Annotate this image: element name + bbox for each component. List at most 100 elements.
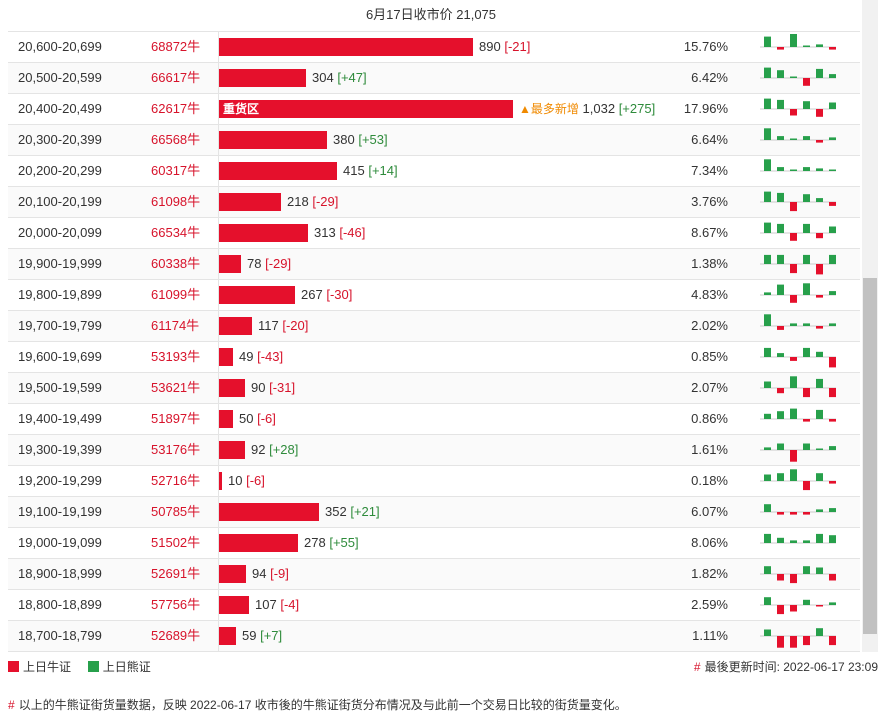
- volume-bar-cell: 90 [-31]: [219, 373, 679, 403]
- sparkline-bar: [816, 44, 823, 47]
- bull-code-link[interactable]: 51897牛: [151, 411, 201, 426]
- sparkline-bar: [777, 574, 784, 581]
- sparkline-bar: [764, 597, 771, 605]
- volume-value: 415: [343, 163, 365, 178]
- volume-change: [+47]: [337, 70, 367, 85]
- sparkline-bar: [790, 323, 797, 326]
- daily-change-sparkline: [760, 128, 836, 143]
- sparkline-bar: [790, 469, 797, 481]
- sparkline-bar: [829, 137, 836, 140]
- volume-bar: [219, 627, 236, 645]
- volume-value: 90: [251, 380, 266, 395]
- sparkline-bar: [803, 481, 810, 491]
- sparkline-bar: [764, 292, 771, 295]
- share-percent: 1.82%: [691, 566, 728, 581]
- bull-code-link[interactable]: 66568牛: [151, 132, 201, 147]
- daily-change-sparkline: [760, 533, 836, 544]
- sparkline-bar: [803, 45, 810, 47]
- volume-value: 352: [325, 504, 347, 519]
- bull-code-link[interactable]: 61098牛: [151, 194, 201, 209]
- sparkline-bar: [764, 474, 771, 481]
- volume-change: [-29]: [265, 256, 292, 271]
- volume-change: [-29]: [312, 194, 339, 209]
- volume-value: 267: [301, 287, 323, 302]
- sparkline-bar: [790, 450, 797, 462]
- sparkline-bar: [803, 566, 810, 574]
- volume-label: 304 [+47]: [312, 63, 367, 93]
- daily-change-sparkline: [760, 254, 836, 275]
- sparkline-bar: [777, 254, 784, 264]
- table-row: 18,700-18,799 52689牛 59 [+7] 1.11%: [8, 621, 860, 652]
- volume-bar: [219, 441, 245, 459]
- sparkline-bar: [790, 138, 797, 140]
- bull-code-link[interactable]: 61174牛: [151, 318, 200, 333]
- bull-code-link[interactable]: 53193牛: [151, 349, 201, 364]
- bull-code-link[interactable]: 57756牛: [151, 597, 201, 612]
- sparkline-bar: [803, 283, 810, 295]
- volume-bar-cell: 415 [+14]: [219, 156, 679, 186]
- table-row: 20,200-20,299 60317牛 415 [+14] 7.34%: [8, 156, 860, 187]
- volume-bar: [219, 410, 233, 428]
- price-range: 19,200-19,299: [18, 473, 102, 488]
- sparkline-bar: [790, 34, 797, 47]
- legend: 上日牛证 上日熊证: [8, 659, 151, 675]
- sparkline-bar: [790, 295, 797, 303]
- table-row: 19,300-19,399 53176牛 92 [+28] 1.61%: [8, 435, 860, 466]
- bull-code-link[interactable]: 52689牛: [151, 628, 201, 643]
- table-row: 20,400-20,499 62617牛 重货区 ▲最多新增 1,032 [+275]…: [8, 94, 860, 125]
- scrollbar[interactable]: [862, 0, 878, 652]
- scrollbar-thumb[interactable]: [863, 278, 877, 634]
- sparkline-bar: [829, 47, 836, 50]
- daily-change-sparkline: [760, 159, 836, 172]
- sparkline-bar: [764, 381, 771, 388]
- sparkline-bar: [829, 202, 836, 206]
- daily-change-sparkline: [760, 67, 836, 86]
- sparkline-bar: [803, 540, 810, 543]
- sparkline-bar: [764, 222, 771, 233]
- volume-bar: [219, 224, 308, 242]
- bull-code-link[interactable]: 61099牛: [151, 287, 201, 302]
- bull-code-link[interactable]: 52691牛: [151, 566, 201, 581]
- bull-code-link[interactable]: 52716牛: [151, 473, 201, 488]
- price-range: 19,700-19,799: [18, 318, 102, 333]
- volume-bar: [219, 193, 281, 211]
- table-row: 18,900-18,999 52691牛 94 [-9] 1.82%: [8, 559, 860, 590]
- bull-code-link[interactable]: 50785牛: [151, 504, 201, 519]
- sparkline-bar: [829, 254, 836, 264]
- volume-change: [-31]: [269, 380, 296, 395]
- sparkline-bar: [816, 533, 823, 543]
- daily-change-sparkline: [760, 347, 836, 368]
- volume-label: 380 [+53]: [333, 125, 388, 155]
- bull-code-link[interactable]: 53621牛: [151, 380, 201, 395]
- price-range: 19,100-19,199: [18, 504, 102, 519]
- volume-change: [-46]: [339, 225, 366, 240]
- sparkline-bar: [829, 446, 836, 450]
- sparkline-bar: [777, 388, 784, 394]
- share-percent: 6.42%: [691, 70, 728, 85]
- table-row: 20,600-20,699 68872牛 890 [-21] 15.76%: [8, 32, 860, 63]
- share-percent: 2.02%: [691, 318, 728, 333]
- sparkline-bar: [803, 254, 810, 264]
- bull-code-link[interactable]: 60338牛: [151, 256, 201, 271]
- bull-code-link[interactable]: 68872牛: [151, 39, 201, 54]
- daily-change-sparkline: [760, 314, 836, 330]
- volume-change: [-21]: [504, 39, 531, 54]
- bull-code-link[interactable]: 51502牛: [151, 535, 201, 550]
- volume-bar-cell: 304 [+47]: [219, 63, 679, 93]
- sparkline-bar: [777, 411, 784, 419]
- table-row: 19,800-19,899 61099牛 267 [-30] 4.83%: [8, 280, 860, 311]
- bull-code-link[interactable]: 66534牛: [151, 225, 201, 240]
- bull-code-link[interactable]: 60317牛: [151, 163, 201, 178]
- legend-bull-label: 上日牛证: [23, 660, 72, 674]
- sparkline-bar: [829, 291, 836, 295]
- bull-code-link[interactable]: 53176牛: [151, 442, 201, 457]
- volume-change: [+53]: [358, 132, 388, 147]
- volume-label: 415 [+14]: [343, 156, 398, 186]
- sparkline-bar: [790, 76, 797, 78]
- sparkline-bar: [803, 419, 810, 422]
- volume-label: 218 [-29]: [287, 187, 338, 217]
- share-percent: 6.07%: [691, 504, 728, 519]
- bull-code-link[interactable]: 62617牛: [151, 101, 201, 116]
- bull-code-link[interactable]: 66617牛: [151, 70, 201, 85]
- price-range: 18,900-18,999: [18, 566, 102, 581]
